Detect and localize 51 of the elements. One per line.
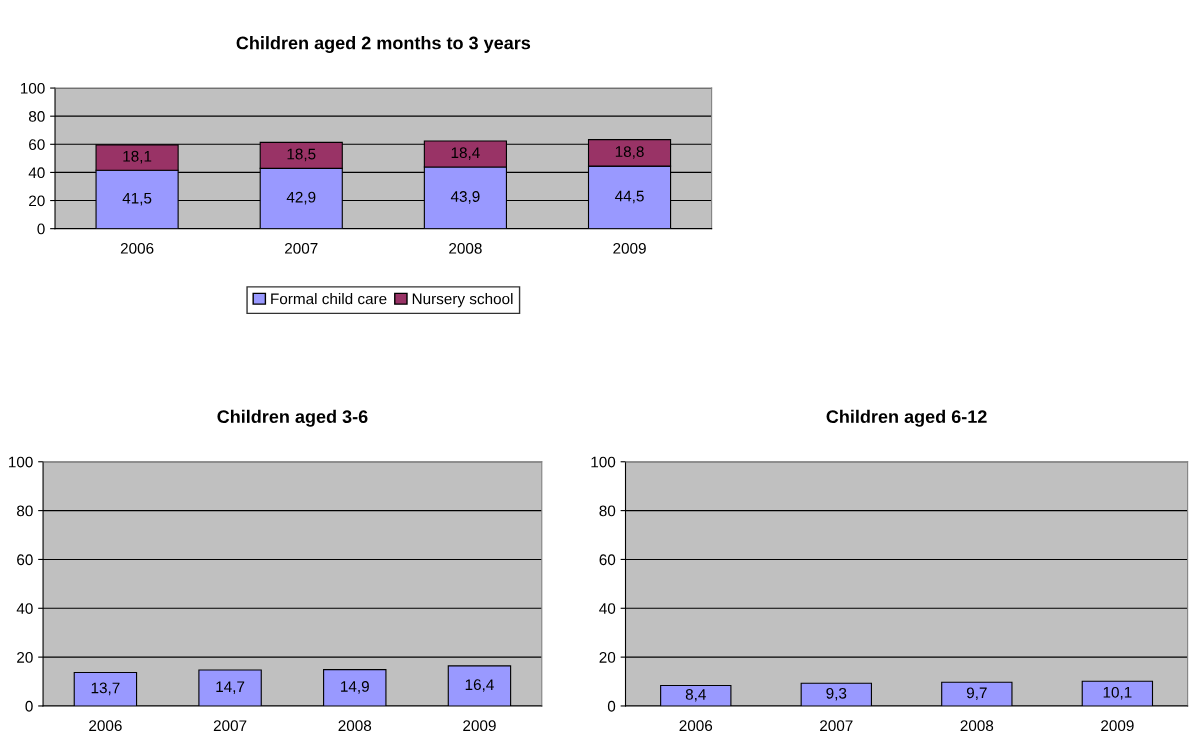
y-tick-label: 40 xyxy=(16,603,33,614)
y-tick-label: 0 xyxy=(37,223,45,235)
x-tick-label: 2008 xyxy=(449,242,482,254)
data-label: 41,5 xyxy=(122,192,152,206)
y-tick-label: 40 xyxy=(28,167,45,179)
data-label: 10,1 xyxy=(1103,686,1132,700)
x-tick-label: 2008 xyxy=(338,720,372,732)
x-tick-label: 2009 xyxy=(1101,720,1134,732)
x-tick-label: 2006 xyxy=(89,720,122,732)
data-label: 42,9 xyxy=(286,191,316,205)
data-label: 18,5 xyxy=(287,148,316,162)
data-label: 16,4 xyxy=(465,679,494,692)
x-tick-label: 2009 xyxy=(613,242,646,254)
x-tick-label: 2008 xyxy=(960,720,994,732)
y-tick-label: 0 xyxy=(25,700,33,712)
y-tick-label: 60 xyxy=(17,554,33,566)
data-label: 13,7 xyxy=(91,682,120,696)
chart-title: Children aged 2 months to 3 years xyxy=(236,36,531,53)
y-tick-label: 100 xyxy=(20,82,45,94)
y-tick-label: 20 xyxy=(29,195,45,207)
x-tick-label: 2006 xyxy=(120,242,154,254)
y-tick-label: 100 xyxy=(9,456,33,468)
x-tick-label: 2007 xyxy=(285,242,318,254)
y-tick-label: 0 xyxy=(607,700,616,712)
chart-title: Children aged 6-12 xyxy=(826,409,987,427)
legend-label: Formal child care xyxy=(271,293,387,305)
chart-title: Children aged 3-6 xyxy=(217,409,368,427)
y-tick-label: 60 xyxy=(29,139,45,150)
data-label: 14,7 xyxy=(216,681,245,694)
y-tick-label: 100 xyxy=(591,456,616,468)
x-tick-label: 2006 xyxy=(679,720,713,732)
y-tick-label: 80 xyxy=(599,505,616,517)
x-tick-label: 2007 xyxy=(213,720,247,732)
y-tick-label: 40 xyxy=(599,603,616,614)
data-label: 44,5 xyxy=(615,190,644,204)
y-tick-label: 80 xyxy=(17,505,33,517)
x-tick-label: 2007 xyxy=(820,720,853,732)
data-label: 18,4 xyxy=(451,147,480,160)
y-tick-label: 20 xyxy=(599,651,616,663)
data-label: 14,9 xyxy=(341,681,369,694)
y-tick-label: 20 xyxy=(17,651,33,663)
legend-label: Nursery school xyxy=(412,293,513,308)
data-label: 8,4 xyxy=(685,688,706,702)
x-tick-label: 2009 xyxy=(463,720,496,732)
data-label: 9,3 xyxy=(826,687,847,701)
data-label: 43,9 xyxy=(450,191,480,204)
data-label: 18,8 xyxy=(615,146,644,159)
data-label: 9,7 xyxy=(966,687,987,701)
y-tick-label: 80 xyxy=(28,111,45,122)
data-label: 18,1 xyxy=(123,150,152,164)
y-tick-label: 60 xyxy=(599,554,616,566)
